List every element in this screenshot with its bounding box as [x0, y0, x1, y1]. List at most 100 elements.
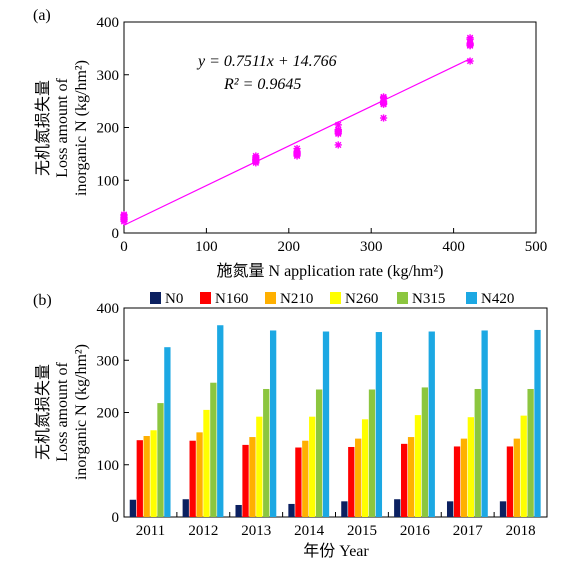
panel-a-y-axis-label-cn: 无机氮损失量	[34, 80, 52, 176]
bar-n260-2016	[414, 415, 422, 517]
legend-swatch-n260	[330, 292, 341, 304]
legend-label-n160: N160	[215, 291, 248, 307]
x-tick-label: 200	[278, 239, 301, 255]
data-point-stroke	[380, 100, 387, 107]
bar-n210-2015	[355, 438, 362, 517]
bar-n315-2011	[157, 403, 164, 517]
regression-line	[123, 58, 471, 226]
panel-a: (a) 0 100 200 300 400 500 0 100 200 300 400 y = 0.…	[33, 7, 547, 280]
bar-n420-2014	[322, 331, 330, 517]
legend-label-n260: N260	[345, 291, 378, 307]
data-point-stroke	[380, 114, 387, 122]
bar-n160-2014	[295, 447, 302, 517]
bar-n160-2016	[401, 443, 408, 517]
y-tick-label: 200	[97, 121, 120, 137]
data-point-stroke	[335, 141, 342, 149]
bar-n0-2013	[235, 504, 242, 517]
legend-swatch-n315	[397, 292, 408, 304]
bar-n260-2013	[256, 416, 263, 517]
panel-b-y-axis-label-cn: 无机氮损失量	[34, 364, 52, 460]
data-point	[379, 99, 388, 107]
data-point-stroke	[293, 150, 301, 158]
data-point	[379, 114, 388, 122]
bar-n0-2012	[182, 499, 189, 517]
legend-label-n0: N0	[165, 291, 183, 307]
bar-n260-2018	[520, 415, 527, 517]
panel-b-label: (b)	[33, 292, 52, 309]
panel-b-y-axis-label-en-2: inorganic N (kg/hm²)	[73, 344, 90, 480]
bar-n260-2012	[203, 409, 210, 517]
legend-swatch-n420	[466, 292, 477, 304]
bar-n315-2012	[210, 382, 217, 517]
bar-n260-2017	[467, 417, 474, 517]
x-tick-label: 2012	[188, 523, 218, 539]
data-point	[466, 34, 474, 42]
x-tick-label: 2017	[453, 523, 484, 539]
panel-b-legend: N0 N160 N210 N260 N315 N420	[150, 291, 514, 307]
bar-n160-2018	[506, 446, 514, 517]
data-point	[334, 129, 342, 137]
data-point-stroke	[120, 216, 128, 224]
panel-a-label: (a)	[33, 7, 51, 24]
panel-a-y-axis-label-en-1: Loss amount of	[54, 78, 71, 178]
data-point	[293, 150, 301, 158]
bar-n420-2011	[164, 347, 171, 517]
bar-n315-2017	[474, 388, 481, 517]
panel-b-x-axis-label: 年份 Year	[303, 542, 369, 560]
bar-n420-2018	[534, 329, 541, 517]
bar-n0-2018	[499, 501, 507, 517]
x-tick-label: 300	[360, 239, 383, 255]
y-tick-label: 0	[112, 510, 120, 526]
panel-a-x-axis-label: 施氮量 N application rate (kg/hm²)	[217, 262, 444, 280]
bar-n0-2015	[341, 501, 348, 517]
data-point-stroke	[335, 129, 342, 136]
x-tick-label: 2014	[294, 523, 325, 539]
data-point-stroke	[380, 93, 387, 101]
data-point-stroke	[466, 34, 474, 42]
bar-n210-2011	[143, 436, 150, 517]
y-tick-label: 300	[97, 353, 120, 369]
x-tick-label: 2013	[241, 523, 271, 539]
y-tick-label: 400	[97, 15, 120, 31]
data-point	[334, 121, 342, 129]
x-tick-label: 2011	[136, 523, 165, 539]
bar-n0-2017	[446, 501, 454, 517]
data-point	[334, 141, 342, 149]
bar-n210-2018	[513, 438, 520, 517]
legend-label-n420: N420	[481, 291, 514, 307]
legend-swatch-n210	[265, 292, 276, 304]
bar-n260-2011	[150, 430, 157, 517]
x-tick-label: 400	[442, 239, 465, 255]
x-tick-label: 500	[525, 239, 548, 255]
data-point-stroke	[466, 40, 474, 48]
bar-n160-2012	[189, 440, 196, 517]
bar-n160-2017	[453, 446, 461, 517]
x-tick-label: 2016	[400, 523, 431, 539]
bar-n420-2013	[269, 330, 277, 517]
bar-n160-2011	[136, 440, 143, 517]
data-point-stroke	[120, 211, 128, 218]
panel-b-y-axis-label-en-1: Loss amount of	[54, 362, 71, 462]
x-tick-label: 0	[120, 239, 128, 255]
bar-n315-2015	[368, 389, 376, 517]
data-point	[252, 157, 260, 165]
data-point-stroke	[335, 121, 342, 129]
data-point	[120, 216, 128, 224]
panel-a-equation: y = 0.7511x + 14.766	[196, 53, 337, 70]
data-point	[466, 57, 474, 65]
legend-label-n315: N315	[412, 291, 445, 307]
bar-n210-2012	[196, 432, 203, 517]
panel-b: (b) N0 N160 N210 N260 N315 N420 0 100 200 300 400…	[33, 291, 548, 560]
bar-n160-2013	[242, 444, 249, 517]
bar-n315-2018	[527, 388, 534, 517]
bar-n420-2016	[428, 331, 435, 517]
bar-n210-2014	[302, 440, 309, 517]
bar-n260-2015	[361, 419, 369, 517]
panel-a-r2: R² = 0.9645	[223, 76, 301, 93]
x-tick-label: 2018	[506, 523, 536, 539]
legend-swatch-n160	[200, 292, 211, 304]
legend-swatch-n0	[150, 292, 161, 304]
bar-n260-2014	[309, 416, 316, 517]
bar-n0-2014	[288, 503, 295, 517]
